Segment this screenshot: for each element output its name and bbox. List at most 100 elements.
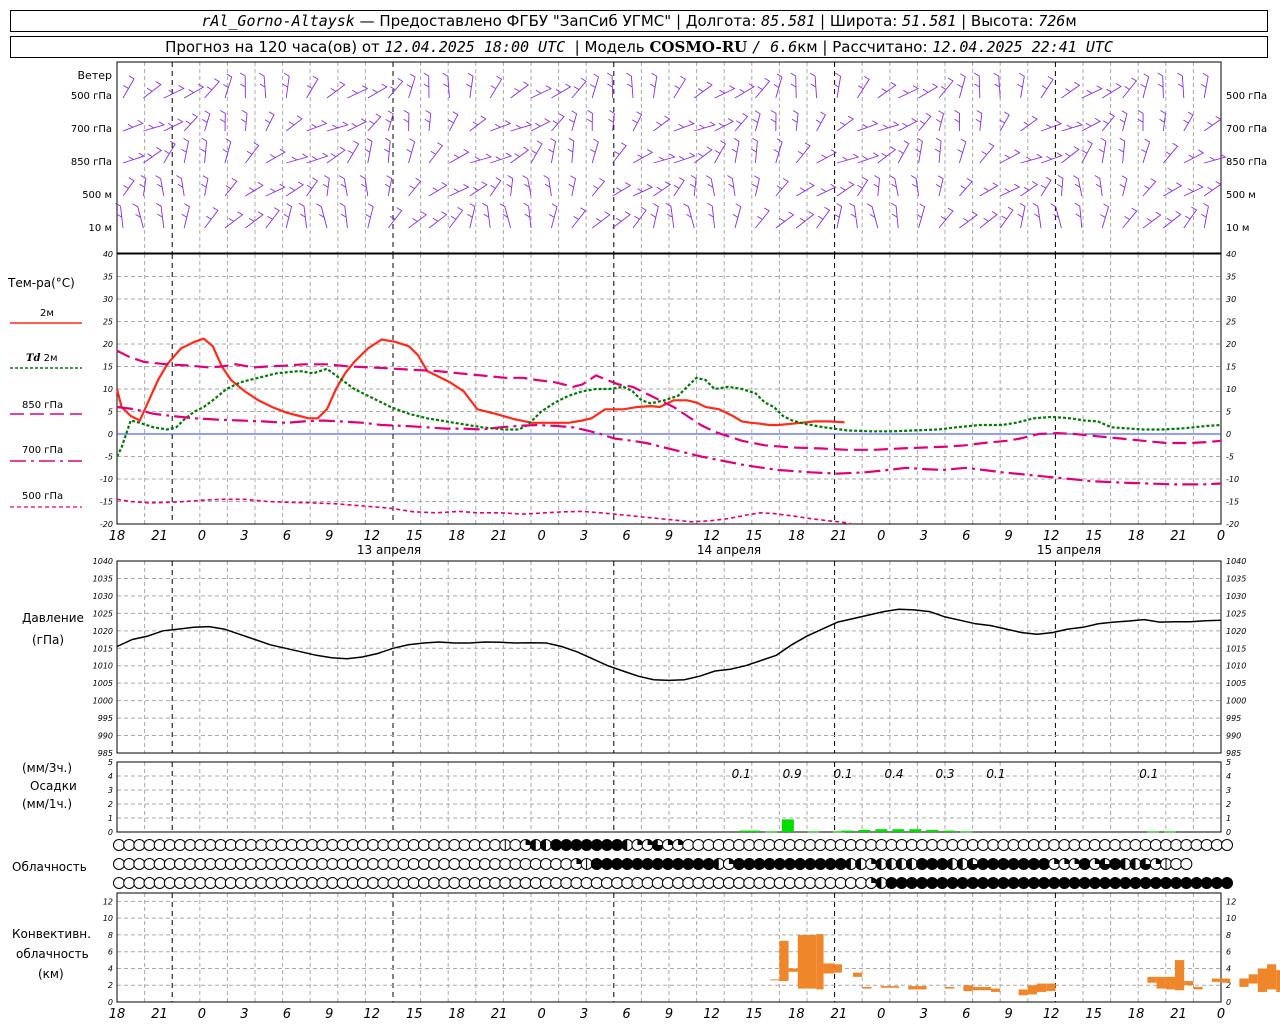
wind-barb — [466, 72, 474, 99]
y-tick-label-right: 985 — [1226, 749, 1241, 758]
cloud-clear — [468, 877, 481, 889]
cloud-symbol — [814, 877, 827, 889]
cloud-symbol — [763, 839, 776, 851]
cloud-symbol — [570, 858, 583, 870]
wind-barb — [1050, 203, 1062, 229]
y-tick-label-right: 5 — [1226, 758, 1231, 767]
cloud-symbol — [133, 858, 146, 870]
cloud-symbol — [926, 839, 939, 851]
wind-barb — [510, 121, 533, 132]
cloud-symbol — [285, 877, 298, 889]
cloud-symbol — [234, 839, 247, 851]
pressure-unit-label: (гПа) — [32, 633, 64, 647]
cloud-full — [1190, 877, 1203, 889]
cloud-full — [895, 877, 908, 889]
cloud-symbol — [946, 839, 959, 851]
cloud-clear — [560, 877, 573, 889]
cloud-symbol — [173, 877, 186, 889]
cloud-symbol — [234, 877, 247, 889]
cloud-symbol — [265, 858, 278, 870]
convective-block — [770, 979, 780, 981]
convective-block — [880, 986, 899, 988]
cloud-symbol — [1119, 839, 1132, 851]
cloud-clear — [529, 877, 542, 889]
cloud-clear — [214, 877, 227, 889]
cloud-symbol — [733, 839, 746, 851]
cloud-symbol — [1048, 839, 1061, 851]
cloud-clear — [1190, 839, 1203, 851]
cloud-symbol — [550, 839, 563, 851]
cloud-symbol — [336, 877, 349, 889]
wind-barb — [367, 83, 388, 99]
cloud-symbol — [1058, 877, 1071, 889]
y-tick-label: 1000 — [93, 697, 113, 706]
cloud-symbol — [529, 839, 542, 851]
cloud-clear — [245, 877, 258, 889]
cloud-symbol — [224, 877, 237, 889]
cloud-full — [580, 839, 593, 851]
cloud-symbol — [448, 858, 461, 870]
cloud-symbol — [712, 858, 725, 870]
cloud-clear — [285, 839, 298, 851]
wind-barb — [283, 203, 293, 229]
cloud-clear — [356, 877, 369, 889]
y-tick-label: 25 — [103, 318, 113, 327]
wind-barb — [979, 182, 999, 197]
wind-barb — [551, 83, 572, 99]
cloud-symbol — [611, 858, 624, 870]
cloud-full — [1170, 877, 1183, 889]
y-tick-label-right: 990 — [1226, 732, 1241, 741]
wind-barb — [591, 211, 611, 229]
y-tick-label: 4 — [108, 964, 113, 973]
cloud-symbol — [936, 877, 949, 889]
cloud-clear — [834, 839, 847, 851]
cloud-clear — [133, 858, 146, 870]
convective-block — [779, 940, 789, 982]
cloud-clear — [387, 839, 400, 851]
wind-barb — [449, 207, 464, 229]
cloud-clear — [326, 858, 339, 870]
cloud-clear — [153, 877, 166, 889]
wind-barb — [849, 202, 858, 229]
cloud-full — [590, 839, 603, 851]
cloud-clear — [346, 858, 359, 870]
series-t700 — [116, 405, 1222, 486]
cloud-symbol — [560, 858, 573, 870]
cloud-symbol — [1007, 839, 1020, 851]
cloud-clear — [509, 839, 522, 851]
wind-barb — [890, 202, 899, 229]
cloud-full — [1068, 877, 1081, 889]
cloud-full — [804, 858, 817, 870]
cloud-symbol — [245, 858, 258, 870]
x-tick-label: 18 — [788, 529, 805, 544]
wind-barb — [224, 211, 244, 229]
cloud-symbol — [773, 858, 786, 870]
y-tick-label: 5 — [108, 408, 113, 417]
cloud-symbol — [926, 858, 939, 870]
x-tick-label: 15 — [406, 529, 423, 544]
cloud-clear — [397, 858, 410, 870]
wind-barb — [857, 76, 870, 99]
wind-barb — [790, 72, 797, 99]
cloud-full — [651, 858, 664, 870]
cloud-symbol — [651, 877, 664, 889]
wind-barb — [683, 203, 695, 229]
cloud-symbol — [377, 839, 390, 851]
wind-barb — [938, 207, 954, 229]
cloud-symbol — [529, 858, 542, 870]
cloud-symbol — [1099, 839, 1112, 851]
cloud-symbol — [590, 858, 603, 870]
wind-barb — [693, 146, 713, 164]
cloud-full — [702, 858, 715, 870]
wind-barb — [201, 110, 211, 132]
y-tick-label: 1010 — [93, 662, 113, 671]
cloud-symbol — [580, 839, 593, 851]
cloud-symbol — [214, 858, 227, 870]
y-tick-label: 8 — [108, 931, 113, 940]
cloud-clear — [712, 877, 725, 889]
wind-barb — [571, 77, 587, 99]
cloud-clear — [509, 858, 522, 870]
cloud-symbol — [377, 858, 390, 870]
y-tick-label: 10 — [103, 914, 113, 923]
convective-block — [1156, 976, 1166, 989]
